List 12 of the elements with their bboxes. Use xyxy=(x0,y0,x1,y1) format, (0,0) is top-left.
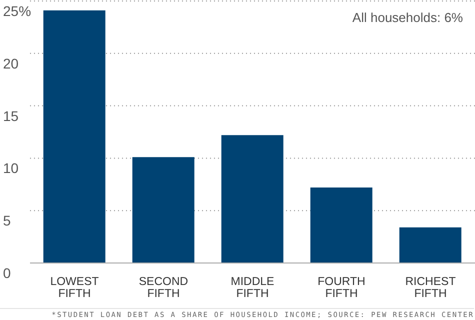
y-tick-label: 25% xyxy=(3,3,32,19)
x-tick-label: MIDDLE FIFTH xyxy=(230,276,275,300)
y-tick-label: 10 xyxy=(3,160,19,176)
y-tick-label: 15 xyxy=(3,108,19,124)
y-tick-label: 5 xyxy=(3,212,11,229)
x-tick-label: RICHEST FIFTH xyxy=(405,276,456,300)
y-tick-label: 20 xyxy=(3,55,19,72)
y-tick-label: 0 xyxy=(3,265,11,281)
annotation: All households: 6% xyxy=(352,10,463,25)
x-tick-label: SECOND FIFTH xyxy=(138,276,188,300)
x-tick-label: FOURTH FIFTH xyxy=(318,276,366,300)
x-tick-label: LOWEST FIFTH xyxy=(50,276,99,300)
